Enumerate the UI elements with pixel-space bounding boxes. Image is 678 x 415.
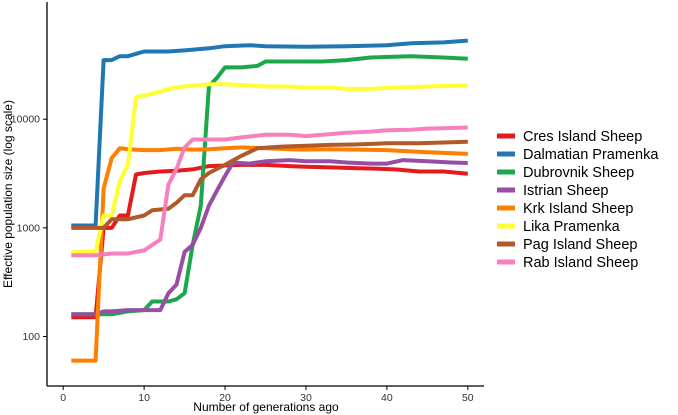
legend-label-istrian-sheep: Istrian Sheep — [523, 183, 608, 199]
legend-label-cres-island-sheep: Cres Island Sheep — [523, 129, 642, 145]
series-line-cres-island-sheep — [71, 162, 468, 320]
legend-label-lika-pramenka: Lika Pramenka — [523, 219, 621, 235]
legend-label-rab-island-sheep: Rab Island Sheep — [523, 255, 638, 271]
series-line-lika-pramenka — [71, 82, 468, 254]
legend-label-krk-island-sheep: Krk Island Sheep — [523, 201, 633, 217]
y-tick-label: 1000 — [17, 222, 41, 234]
x-tick-label: 20 — [219, 392, 231, 404]
axes: 0 10 20 30 40 50 100 1000 10000 — [11, 2, 484, 404]
series-line-istrian-sheep — [71, 158, 468, 317]
legend-label-pag-island-sheep: Pag Island Sheep — [523, 237, 637, 253]
legend-label-dubrovnik-sheep: Dubrovnik Sheep — [523, 165, 634, 181]
legend-label-dalmatian-pramenka: Dalmatian Pramenka — [523, 147, 659, 163]
x-tick-label: 50 — [462, 392, 474, 404]
x-tick-label: 10 — [138, 392, 150, 404]
legend: Cres Island Sheep Dalmatian Pramenka Dubro… — [497, 129, 659, 271]
series-line-rab-island-sheep — [71, 125, 468, 258]
x-tick-label: 40 — [381, 392, 393, 404]
series-line-dubrovnik-sheep — [71, 54, 468, 317]
series-line-dalmatian-pramenka — [71, 38, 468, 228]
x-axis-title: Number of generations ago — [193, 400, 339, 414]
x-tick-label: 0 — [60, 392, 66, 404]
series-line-pag-island-sheep — [71, 139, 468, 230]
series-line-krk-island-sheep — [71, 145, 468, 363]
plot-area — [71, 38, 468, 363]
x-tick-label: 30 — [300, 392, 312, 404]
y-axis-title: Effective population size (log scale) — [1, 100, 15, 288]
y-tick-label: 10000 — [11, 114, 40, 126]
y-tick-label: 100 — [22, 331, 40, 343]
